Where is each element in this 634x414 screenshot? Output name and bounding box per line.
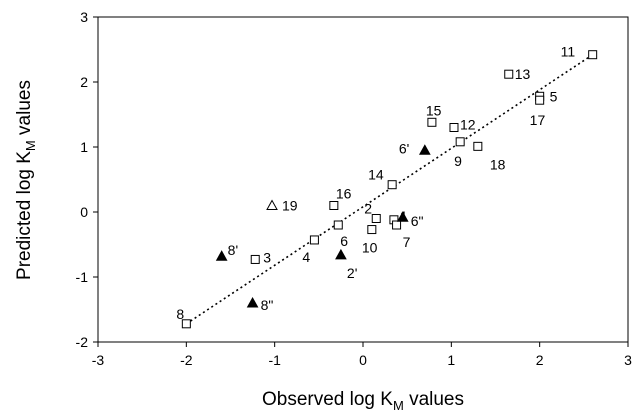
point-label: 8" [261, 297, 274, 313]
y-axis-title-main: Predicted log K [14, 151, 35, 280]
point-open-square [504, 69, 514, 79]
y-axis-title-sub: M [23, 140, 38, 151]
point-label: 17 [530, 112, 546, 128]
point-open-square [367, 225, 377, 235]
point-label: 10 [362, 240, 378, 256]
point-open-square [329, 201, 339, 210]
point-filled-triangle [215, 250, 228, 261]
point-filled-triangle [418, 144, 431, 155]
point-open-square [371, 214, 381, 223]
point-label: 11 [561, 44, 576, 60]
point-label: 9 [454, 153, 462, 169]
x-tick-label: -2 [180, 352, 193, 368]
x-tick-label: 1 [447, 352, 455, 368]
x-axis-title-sub: M [393, 398, 404, 413]
y-tick-label: 2 [80, 74, 88, 90]
y-tick-label: -1 [76, 269, 89, 285]
point-label: 16 [336, 186, 352, 202]
point-label: 12 [460, 117, 476, 133]
point-open-square [449, 123, 459, 132]
point-label: 2' [347, 265, 357, 281]
point-open-square [427, 117, 437, 127]
point-label: 6 [340, 233, 348, 249]
x-tick-label: 2 [536, 352, 544, 368]
point-label: 3 [263, 249, 271, 265]
point-open-square [181, 319, 191, 329]
x-tick-label: 3 [624, 352, 632, 368]
point-filled-triangle [246, 296, 259, 308]
x-axis-ticks: -3 -2 -1 0 1 2 3 [92, 342, 632, 368]
trend-line [185, 54, 594, 325]
data-points [181, 50, 598, 329]
point-open-square [535, 95, 545, 105]
point-open-square [392, 220, 402, 230]
y-tick-label: 3 [80, 9, 88, 25]
y-tick-label: -2 [76, 334, 89, 350]
point-label: 8 [176, 306, 184, 322]
point-label: 5 [550, 88, 558, 104]
y-axis-ticks: -2 -1 0 1 2 3 [76, 9, 98, 350]
y-tick-label: 0 [80, 204, 88, 220]
y-tick-label: 1 [80, 139, 88, 155]
point-open-square [333, 220, 343, 230]
point-label: 13 [515, 66, 531, 82]
point-open-square [473, 141, 483, 151]
x-tick-label: 0 [359, 352, 367, 368]
point-label: 2 [364, 201, 372, 217]
point-open-square [250, 254, 260, 264]
y-axis-title: Predicted log KM values [14, 80, 38, 280]
point-label: 1 [400, 208, 408, 224]
point-label: 4 [302, 249, 310, 265]
x-axis-title-tail: values [404, 389, 464, 410]
point-open-square [588, 50, 598, 60]
point-open-square [387, 180, 397, 190]
point-open-square [309, 235, 319, 245]
point-filled-triangle [335, 248, 347, 260]
x-tick-label: -1 [268, 352, 281, 368]
point-label: 19 [282, 198, 298, 214]
point-filled-triangle [396, 211, 409, 222]
point-label: 18 [490, 156, 506, 172]
point-open-square [455, 137, 465, 147]
point-label: 6' [399, 140, 409, 156]
point-label: 15 [426, 102, 442, 118]
y-axis-title-tail: values [14, 80, 35, 140]
point-label: 8' [228, 242, 238, 258]
point-label: 6" [411, 213, 424, 229]
x-tick-label: -3 [92, 352, 105, 368]
point-label: 14 [368, 167, 384, 183]
plot-area-frame [97, 16, 629, 343]
x-axis-title: Observed log KM values [262, 389, 464, 413]
point-label: 7 [403, 234, 411, 250]
point-open-triangle [266, 199, 278, 210]
x-axis-title-main: Observed log K [262, 389, 393, 410]
